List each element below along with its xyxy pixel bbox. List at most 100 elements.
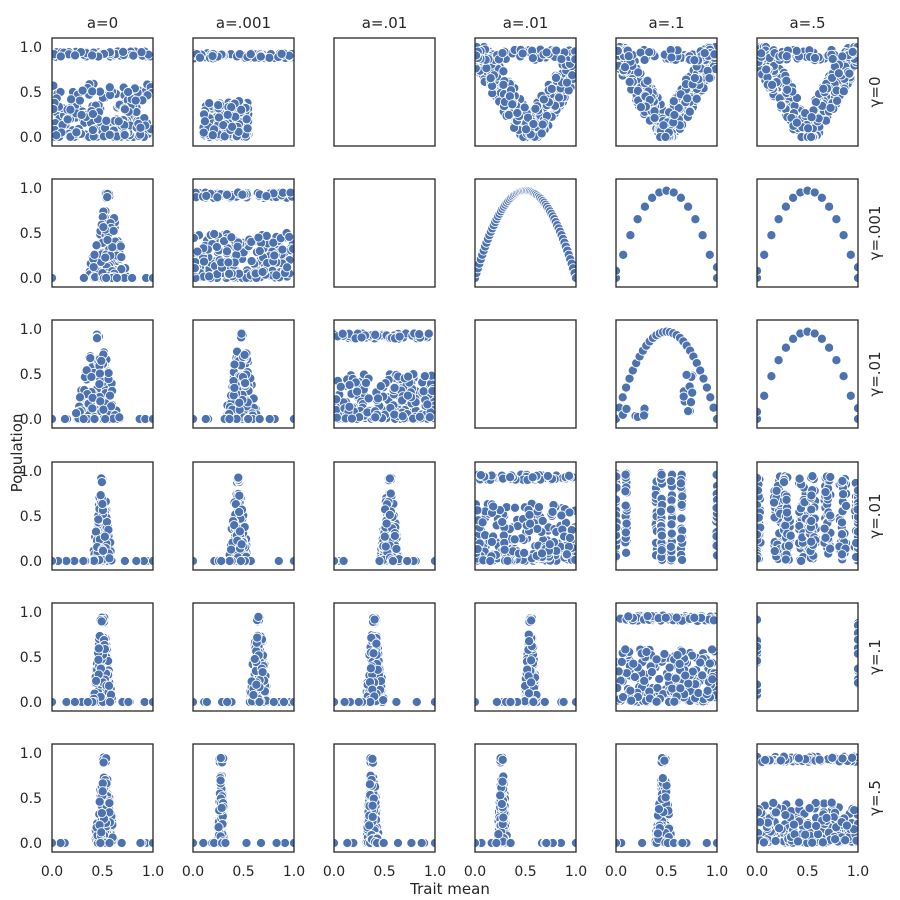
data-point	[52, 130, 62, 141]
data-point	[570, 54, 576, 65]
data-point	[831, 355, 842, 366]
data-point	[794, 473, 805, 484]
data-point	[118, 46, 129, 57]
data-point	[271, 270, 282, 281]
data-point	[101, 115, 112, 126]
data-point	[374, 555, 385, 567]
data-point	[139, 696, 150, 708]
data-point	[647, 192, 658, 203]
data-point	[780, 554, 791, 565]
data-point	[255, 51, 266, 62]
data-point	[682, 93, 693, 104]
data-point	[683, 406, 694, 417]
panel-r4-c1: 0.00.51.0	[20, 461, 154, 571]
panel-r1-c1: 0.00.51.0a=0	[20, 14, 154, 147]
panel-r1-c2: a=.001	[192, 14, 295, 147]
data-point	[544, 539, 555, 550]
data-point	[757, 512, 764, 523]
data-point	[475, 470, 486, 481]
data-point	[781, 507, 793, 518]
data-point	[668, 96, 679, 107]
data-points	[475, 469, 576, 567]
plot-frame	[474, 37, 577, 147]
plot-frame	[756, 178, 859, 288]
column-title: a=.5	[789, 14, 825, 32]
data-point	[780, 342, 791, 353]
data-points	[193, 48, 294, 143]
data-point	[825, 510, 836, 521]
plot-frame	[474, 461, 577, 571]
data-point	[264, 413, 275, 425]
data-point	[234, 526, 245, 537]
row-title: γ=.01	[866, 351, 884, 396]
data-point	[104, 696, 116, 708]
data-point	[621, 403, 632, 414]
data-point	[55, 51, 66, 62]
data-point	[131, 555, 142, 567]
data-point	[378, 695, 389, 706]
plot-frame	[192, 37, 295, 147]
data-point	[269, 250, 280, 261]
data-point	[620, 527, 631, 538]
data-point	[193, 696, 199, 708]
data-point	[204, 98, 215, 109]
plot-frame	[51, 319, 154, 429]
column-title: a=.1	[648, 14, 684, 32]
data-point	[200, 413, 211, 425]
data-points	[193, 187, 294, 284]
data-point	[128, 50, 139, 61]
data-point	[475, 63, 481, 74]
data-point	[427, 385, 435, 397]
data-point	[781, 494, 792, 505]
data-point	[52, 80, 59, 91]
data-point	[116, 252, 127, 263]
data-point	[791, 117, 802, 128]
data-point	[229, 520, 240, 531]
data-point	[836, 549, 848, 560]
data-point	[809, 52, 821, 64]
data-point	[620, 500, 631, 511]
data-point	[708, 402, 717, 413]
data-point	[666, 52, 677, 63]
data-point	[819, 523, 830, 534]
data-point	[773, 214, 784, 225]
data-point	[62, 114, 73, 125]
data-point	[254, 413, 265, 425]
data-point	[103, 368, 114, 379]
data-point	[352, 386, 363, 397]
data-point	[683, 201, 694, 212]
data-point	[678, 391, 689, 402]
data-point	[219, 131, 230, 142]
data-point	[61, 696, 72, 708]
data-point	[216, 555, 227, 567]
data-point	[257, 266, 268, 278]
data-point	[87, 125, 98, 136]
data-points	[616, 185, 717, 284]
y-tick-label: 1.0	[20, 40, 42, 56]
data-point	[344, 401, 355, 412]
panel-r4-c2	[192, 461, 295, 571]
y-tick-label: 1.0	[20, 322, 42, 338]
data-point	[524, 509, 535, 520]
data-point	[236, 104, 247, 115]
data-point	[222, 696, 233, 708]
data-point	[759, 390, 770, 401]
data-point	[656, 545, 667, 556]
row-title: γ=0	[866, 77, 884, 108]
plot-frame	[333, 319, 436, 429]
data-point	[838, 371, 849, 382]
data-point	[127, 272, 138, 284]
data-point	[418, 386, 429, 397]
data-point	[497, 48, 508, 59]
panel-r3-c4	[474, 319, 577, 429]
data-point	[89, 249, 100, 260]
data-point	[254, 696, 265, 708]
data-point	[385, 488, 396, 499]
data-point	[391, 696, 402, 708]
data-point	[541, 47, 552, 58]
data-points	[52, 612, 153, 708]
data-point	[222, 109, 233, 120]
data-point	[639, 201, 650, 212]
data-point	[757, 485, 763, 496]
